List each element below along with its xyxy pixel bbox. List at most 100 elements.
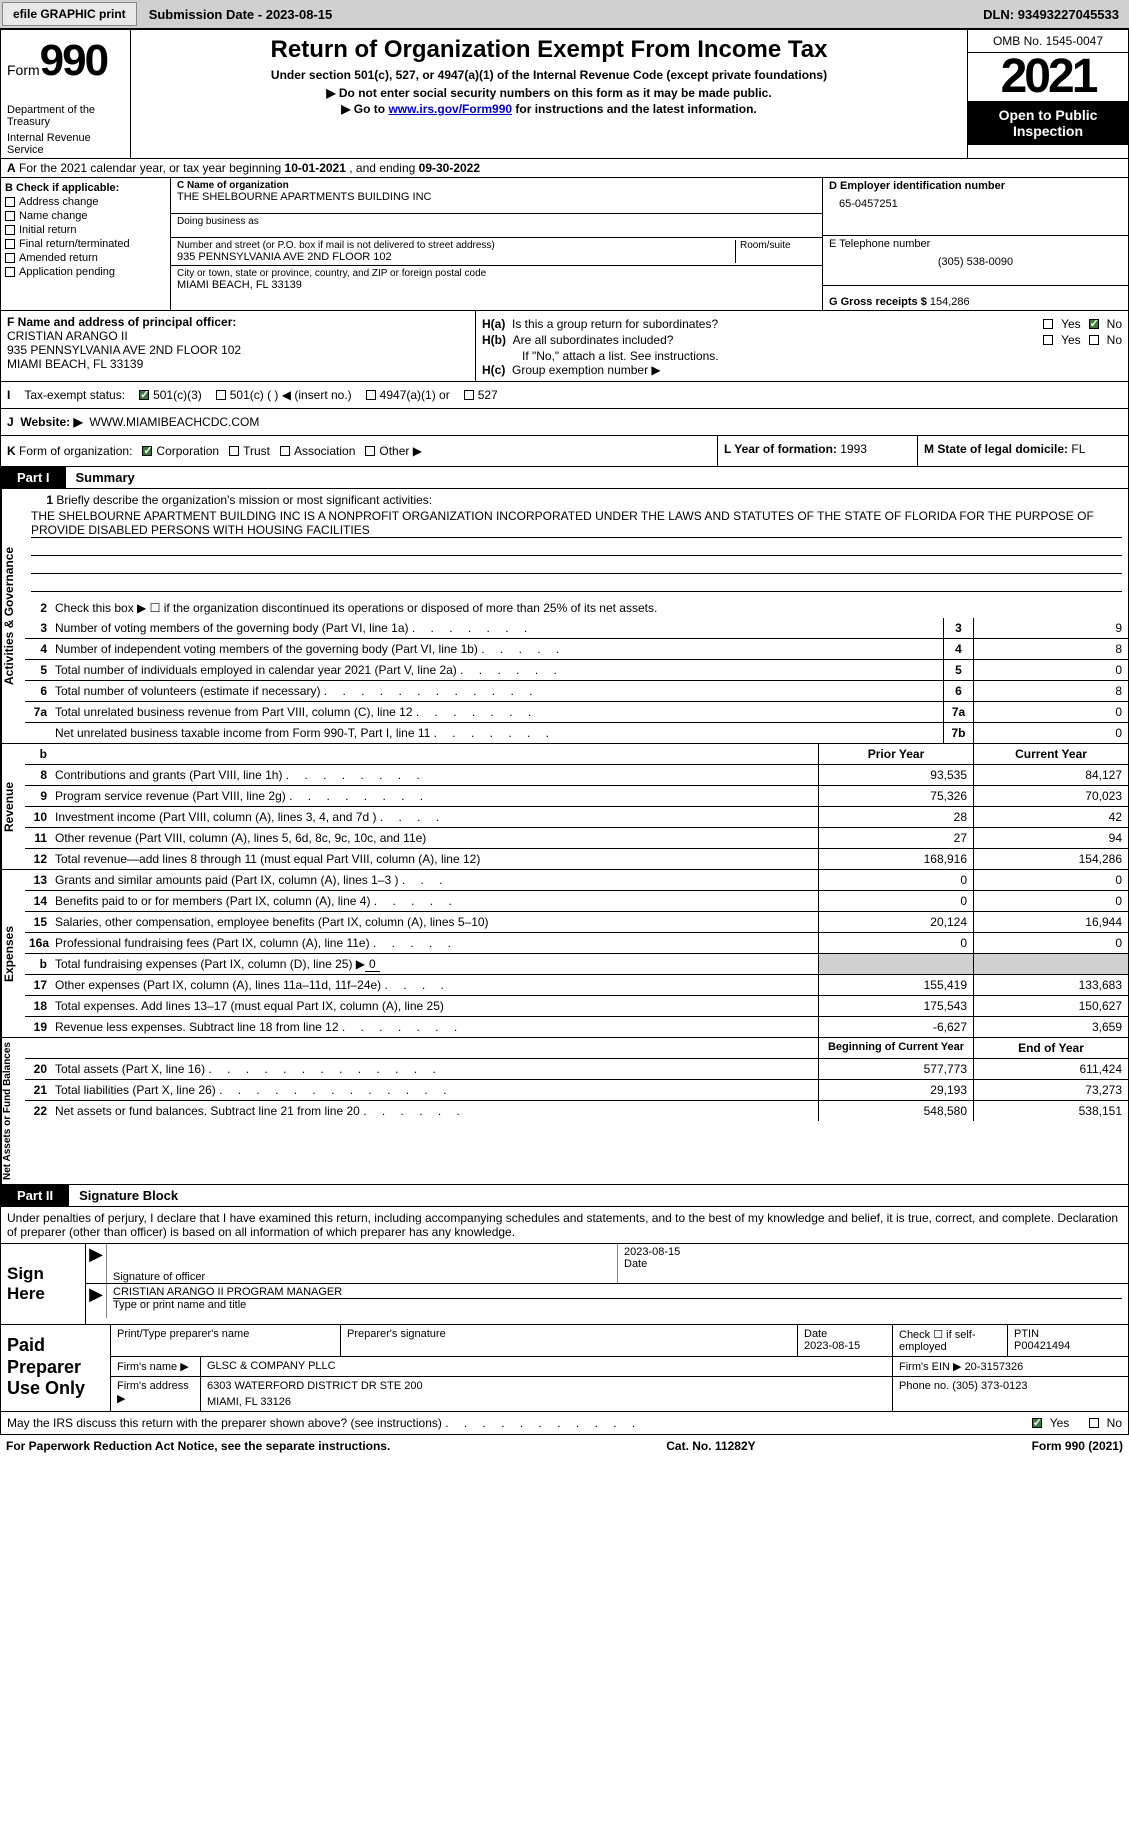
line-7b-value: 0 [973, 723, 1128, 743]
chk-app-pending[interactable]: Application pending [5, 266, 166, 278]
website-value: WWW.MIAMIBEACHCDC.COM [89, 415, 259, 429]
line-14: Benefits paid to or for members (Part IX… [51, 891, 818, 911]
hb-yes[interactable] [1043, 335, 1053, 345]
line-21: Total liabilities (Part X, line 26) . . … [51, 1080, 818, 1100]
paid-preparer-block: Paid Preparer Use Only Print/Type prepar… [0, 1325, 1129, 1412]
line-18: Total expenses. Add lines 13–17 (must eq… [51, 996, 818, 1016]
chk-assoc[interactable] [280, 446, 290, 456]
state-domicile: FL [1071, 442, 1085, 456]
form-header: Form990 Department of the Treasury Inter… [0, 30, 1129, 159]
mission-text: THE SHELBOURNE APARTMENT BUILDING INC IS… [31, 509, 1122, 538]
bcy-header: Beginning of Current Year [818, 1038, 973, 1058]
firm-phone: (305) 373-0123 [952, 1380, 1027, 1392]
city-state-zip: MIAMI BEACH, FL 33139 [177, 279, 816, 291]
line-1-mission: 1 Briefly describe the organization's mi… [25, 489, 1128, 598]
ha-yes[interactable] [1043, 319, 1053, 329]
subtitle-2: ▶ Do not enter social security numbers o… [141, 86, 957, 100]
l18-cy: 150,627 [973, 996, 1128, 1016]
current-year-header: Current Year [973, 744, 1128, 764]
gross-receipts: 154,286 [930, 296, 970, 308]
officer-addr1: 935 PENNSYLVANIA AVE 2ND FLOOR 102 [7, 343, 469, 357]
line-4: Number of independent voting members of … [51, 639, 943, 659]
col-h-group: H(a) Is this a group return for subordin… [476, 311, 1128, 381]
chk-corp[interactable] [142, 446, 152, 456]
top-toolbar: efile GRAPHIC print Submission Date - 20… [0, 0, 1129, 30]
l12-py: 168,916 [818, 849, 973, 869]
irs-link[interactable]: www.irs.gov/Form990 [388, 102, 512, 116]
l22-cy: 538,151 [973, 1101, 1128, 1121]
b-title: B Check if applicable: [5, 182, 166, 194]
line-16a: Professional fundraising fees (Part IX, … [51, 933, 818, 953]
firm-ein: 20-3157326 [965, 1361, 1024, 1373]
discuss-row: May the IRS discuss this return with the… [0, 1412, 1129, 1435]
chk-final-return[interactable]: Final return/terminated [5, 238, 166, 250]
line-6: Total number of volunteers (estimate if … [51, 681, 943, 701]
header-mid: Return of Organization Exempt From Incom… [131, 30, 968, 158]
address-cell: Number and street (or P.O. box if mail i… [171, 238, 822, 266]
part2-num: Part II [1, 1185, 69, 1206]
line-20: Total assets (Part X, line 16) . . . . .… [51, 1059, 818, 1079]
org-name-cell: C Name of organization THE SHELBOURNE AP… [171, 178, 822, 214]
col-c-org-info: C Name of organization THE SHELBOURNE AP… [171, 178, 823, 310]
header-left: Form990 Department of the Treasury Inter… [1, 30, 131, 158]
header-right: OMB No. 1545-0047 2021 Open to Public In… [968, 30, 1128, 158]
irs-label: Internal Revenue Service [7, 132, 124, 156]
line-9: Program service revenue (Part VIII, line… [51, 786, 818, 806]
chk-trust[interactable] [229, 446, 239, 456]
line-10: Investment income (Part VIII, column (A)… [51, 807, 818, 827]
hb-no[interactable] [1089, 335, 1099, 345]
net-assets-section: Net Assets or Fund Balances Beginning of… [0, 1038, 1129, 1185]
paperwork-notice: For Paperwork Reduction Act Notice, see … [6, 1439, 390, 1453]
chk-501c[interactable] [216, 390, 226, 400]
section-bcde: B Check if applicable: Address change Na… [0, 178, 1129, 311]
chk-4947[interactable] [366, 390, 376, 400]
dba-cell: Doing business as [171, 214, 822, 238]
public-inspection: Open to Public Inspection [968, 101, 1128, 145]
ein-value: 65-0457251 [829, 192, 1122, 210]
chk-other[interactable] [365, 446, 375, 456]
chk-501c3[interactable] [139, 390, 149, 400]
tab-activities: Activities & Governance [1, 489, 25, 743]
chk-amended[interactable]: Amended return [5, 252, 166, 264]
row-j-website: J Website: ▶ WWW.MIAMIBEACHCDC.COM [0, 409, 1129, 436]
year-formation: 1993 [840, 442, 867, 456]
col-b-checkboxes: B Check if applicable: Address change Na… [1, 178, 171, 310]
col-f-officer: F Name and address of principal officer:… [1, 311, 476, 381]
line-6-value: 8 [973, 681, 1128, 701]
chk-527[interactable] [464, 390, 474, 400]
phone-value: (305) 538-0090 [829, 250, 1122, 268]
self-employed-chk[interactable]: Check ☐ if self-employed [893, 1325, 1008, 1356]
discuss-yes[interactable] [1032, 1418, 1042, 1428]
line-15: Salaries, other compensation, employee b… [51, 912, 818, 932]
discuss-no[interactable] [1089, 1418, 1099, 1428]
ha-no[interactable] [1089, 319, 1099, 329]
l20-py: 577,773 [818, 1059, 973, 1079]
l22-py: 548,580 [818, 1101, 973, 1121]
firm-addr2: MIAMI, FL 33126 [207, 1396, 886, 1408]
tab-revenue: Revenue [1, 744, 25, 869]
sign-here-block: Sign Here ▶ Signature of officer 2023-08… [0, 1244, 1129, 1325]
line-4-value: 8 [973, 639, 1128, 659]
chk-initial-return[interactable]: Initial return [5, 224, 166, 236]
sig-officer-label: Signature of officer [113, 1271, 205, 1283]
subtitle-1: Under section 501(c), 527, or 4947(a)(1)… [141, 68, 957, 82]
officer-addr2: MIAMI BEACH, FL 33139 [7, 357, 469, 371]
line-22: Net assets or fund balances. Subtract li… [51, 1101, 818, 1121]
chk-address-change[interactable]: Address change [5, 196, 166, 208]
form-title: Return of Organization Exempt From Incom… [141, 36, 957, 64]
prior-year-header: Prior Year [818, 744, 973, 764]
l13-py: 0 [818, 870, 973, 890]
form-word: Form [7, 62, 40, 78]
line-7a: Total unrelated business revenue from Pa… [51, 702, 943, 722]
l11-py: 27 [818, 828, 973, 848]
revenue-section: Revenue bPrior YearCurrent Year 8Contrib… [0, 744, 1129, 870]
ptin: P00421494 [1014, 1340, 1122, 1352]
l18-py: 175,543 [818, 996, 973, 1016]
submission-date-label: Submission Date - 2023-08-15 [139, 7, 343, 22]
line-19: Revenue less expenses. Subtract line 18 … [51, 1017, 818, 1037]
l19-py: -6,627 [818, 1017, 973, 1037]
efile-print-button[interactable]: efile GRAPHIC print [2, 2, 137, 26]
subtitle-3: ▶ Go to www.irs.gov/Form990 for instruct… [141, 102, 957, 116]
row-i-tax-status: I Tax-exempt status: 501(c)(3) 501(c) ( … [0, 382, 1129, 409]
chk-name-change[interactable]: Name change [5, 210, 166, 222]
